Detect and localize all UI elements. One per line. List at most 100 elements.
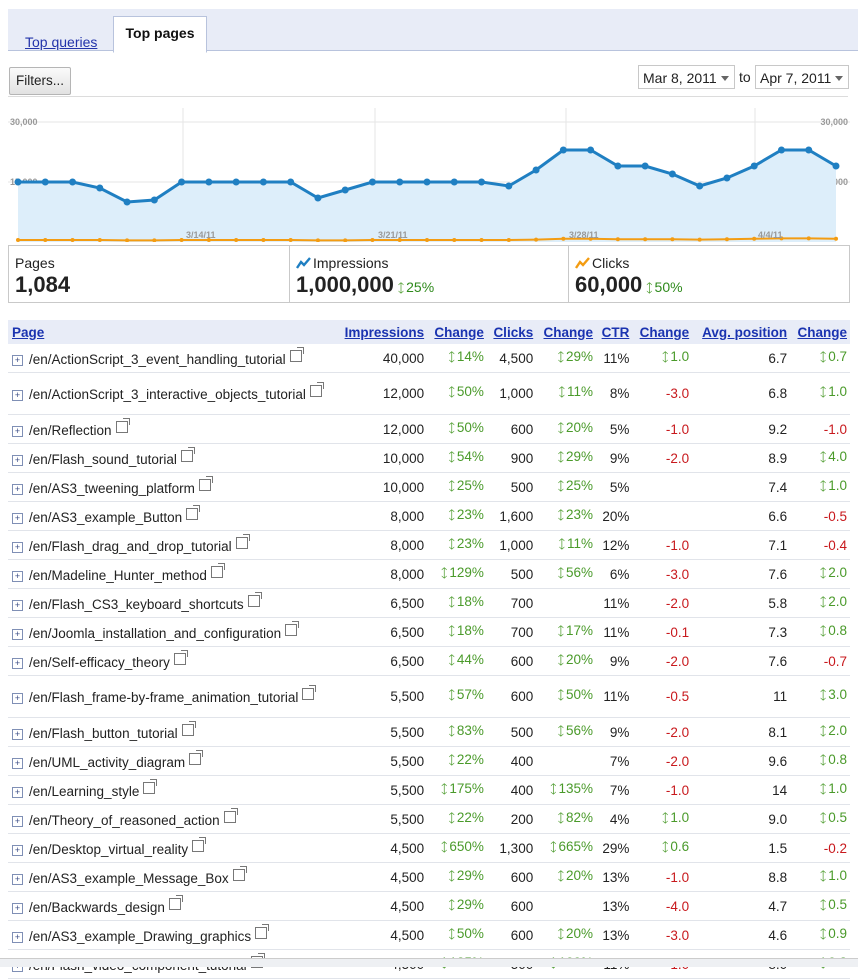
expand-icon[interactable]: + xyxy=(12,845,23,856)
page-link[interactable]: /en/Flash_button_tutorial xyxy=(29,726,178,741)
external-link-icon[interactable] xyxy=(174,653,186,665)
expand-icon[interactable]: + xyxy=(12,729,23,740)
avg-position-change-cell: 🡙 1.0 xyxy=(790,373,850,415)
tab-top-pages[interactable]: Top pages xyxy=(113,16,207,53)
page-link[interactable]: /en/Flash_frame-by-frame_animation_tutor… xyxy=(29,690,298,705)
sort-impressions[interactable]: Impressions xyxy=(345,325,425,340)
page-link[interactable]: /en/AS3_example_Message_Box xyxy=(29,871,229,886)
external-link-icon[interactable] xyxy=(143,782,155,794)
sort-ctr[interactable]: CTR xyxy=(602,325,630,340)
expand-icon[interactable]: + xyxy=(12,390,23,401)
expand-icon[interactable]: + xyxy=(12,455,23,466)
tab-top-queries[interactable]: Top queries xyxy=(25,25,97,59)
expand-icon[interactable]: + xyxy=(12,693,23,704)
page-link[interactable]: /en/ActionScript_3_interactive_objects_t… xyxy=(29,387,306,402)
avg-position-change-cell: 🡙 0.5 xyxy=(790,892,850,921)
external-link-icon[interactable] xyxy=(189,753,201,765)
date-from-select[interactable]: Mar 8, 2011 xyxy=(638,65,735,89)
date-to-select[interactable]: Apr 7, 2011 xyxy=(755,65,849,89)
external-link-icon[interactable] xyxy=(169,898,181,910)
expand-icon[interactable]: + xyxy=(12,629,23,640)
external-link-icon[interactable] xyxy=(310,385,322,397)
expand-icon[interactable]: + xyxy=(12,658,23,669)
arrow-up-icon: 🡙 xyxy=(449,622,455,643)
sort-page[interactable]: Page xyxy=(12,325,44,340)
page-link[interactable]: /en/Flash_CS3_keyboard_shortcuts xyxy=(29,597,244,612)
sort-clicks[interactable]: Clicks xyxy=(493,325,533,340)
external-link-icon[interactable] xyxy=(211,566,223,578)
external-link-icon[interactable] xyxy=(236,537,248,549)
arrow-up-icon: 🡙 xyxy=(558,448,564,469)
impressions-point xyxy=(642,163,649,170)
impressions-label: Impressions xyxy=(313,255,388,271)
arrow-up-icon: 🡙 xyxy=(820,448,826,469)
page-link[interactable]: /en/Madeline_Hunter_method xyxy=(29,568,207,583)
expand-icon[interactable]: + xyxy=(12,932,23,943)
impressions-total: 1,000,000 🡙 25% xyxy=(296,272,434,300)
avg-position-change-cell: 🡙0.8 xyxy=(790,747,850,776)
page-link[interactable]: /en/Desktop_virtual_reality xyxy=(29,842,188,857)
expand-icon[interactable]: + xyxy=(12,874,23,885)
clicks-cell: 1,600 xyxy=(487,502,536,531)
external-link-icon[interactable] xyxy=(182,724,194,736)
page-link[interactable]: /en/Flash_drag_and_drop_tutorial xyxy=(29,539,232,554)
page-cell: + /en/Flash_drag_and_drop_tutorial xyxy=(8,531,335,560)
external-link-icon[interactable] xyxy=(302,688,314,700)
avg-position-change-cell: 🡙 2.0 xyxy=(790,560,850,589)
external-link-icon[interactable] xyxy=(255,927,267,939)
page-link[interactable]: /en/AS3_example_Drawing_graphics xyxy=(29,929,251,944)
expand-icon[interactable]: + xyxy=(12,787,23,798)
page-link[interactable]: /en/AS3_example_Button xyxy=(29,510,182,525)
clicks-point xyxy=(670,237,674,241)
external-link-icon[interactable] xyxy=(233,869,245,881)
expand-icon[interactable]: + xyxy=(12,758,23,769)
page-link[interactable]: /en/UML_activity_diagram xyxy=(29,755,185,770)
page-link[interactable]: /en/Reflection xyxy=(29,423,112,438)
table-row: +/en/Desktop_virtual_reality 4,500 🡙 650% 1,… xyxy=(8,834,850,863)
page-link[interactable]: /en/Learning_style xyxy=(29,784,139,799)
page-link[interactable]: /en/Flash_sound_tutorial xyxy=(29,452,177,467)
ctr-change-cell: 🡛 -0.5 xyxy=(632,676,692,718)
sort-clicks-change[interactable]: Change xyxy=(544,325,594,340)
external-link-icon[interactable] xyxy=(224,811,236,823)
page-link[interactable]: /en/AS3_tweening_platform xyxy=(29,481,195,496)
external-link-icon[interactable] xyxy=(199,479,211,491)
page-cell: + /en/AS3_example_Drawing_graphics xyxy=(8,921,335,950)
ctr-cell: 13% xyxy=(596,921,632,950)
expand-icon[interactable]: + xyxy=(12,903,23,914)
page-cell: + /en/AS3_example_Message_Box xyxy=(8,863,335,892)
ctr-change-cell: 🡛 -0.1 xyxy=(632,618,692,647)
expand-icon[interactable]: + xyxy=(12,426,23,437)
page-link[interactable]: /en/Self-efficacy_theory xyxy=(29,655,170,670)
divider xyxy=(8,96,848,97)
external-link-icon[interactable] xyxy=(290,350,302,362)
filters-button[interactable]: Filters... xyxy=(9,67,71,95)
clicks-change-cell: 🡙 82% xyxy=(536,805,596,834)
avg-position-cell: 4.7 xyxy=(692,892,790,921)
sort-ctr-change[interactable]: Change xyxy=(640,325,690,340)
sort-avg-position[interactable]: Avg. position xyxy=(702,325,787,340)
page-link[interactable]: /en/Joomla_installation_and_configuratio… xyxy=(29,626,281,641)
clicks-point xyxy=(98,238,102,242)
page-link[interactable]: /en/Theory_of_reasoned_action xyxy=(29,813,220,828)
expand-icon[interactable]: + xyxy=(12,600,23,611)
expand-icon[interactable]: + xyxy=(12,355,23,366)
expand-icon[interactable]: + xyxy=(12,816,23,827)
external-link-icon[interactable] xyxy=(181,450,193,462)
page-link[interactable]: /en/Backwards_design xyxy=(29,900,165,915)
external-link-icon[interactable] xyxy=(186,508,198,520)
external-link-icon[interactable] xyxy=(116,421,128,433)
expand-icon[interactable]: + xyxy=(12,484,23,495)
clicks-cell: 700 xyxy=(487,618,536,647)
page-link[interactable]: /en/ActionScript_3_event_handling_tutori… xyxy=(29,352,286,367)
expand-icon[interactable]: + xyxy=(12,571,23,582)
arrow-up-icon: 🡙 xyxy=(820,348,826,369)
expand-icon[interactable]: + xyxy=(12,542,23,553)
sort-avg-position-change[interactable]: Change xyxy=(797,325,847,340)
sort-impressions-change[interactable]: Change xyxy=(434,325,484,340)
expand-icon[interactable]: + xyxy=(12,513,23,524)
external-link-icon[interactable] xyxy=(285,624,297,636)
external-link-icon[interactable] xyxy=(192,840,204,852)
external-link-icon[interactable] xyxy=(248,595,260,607)
clicks-cell: 500 xyxy=(487,473,536,502)
